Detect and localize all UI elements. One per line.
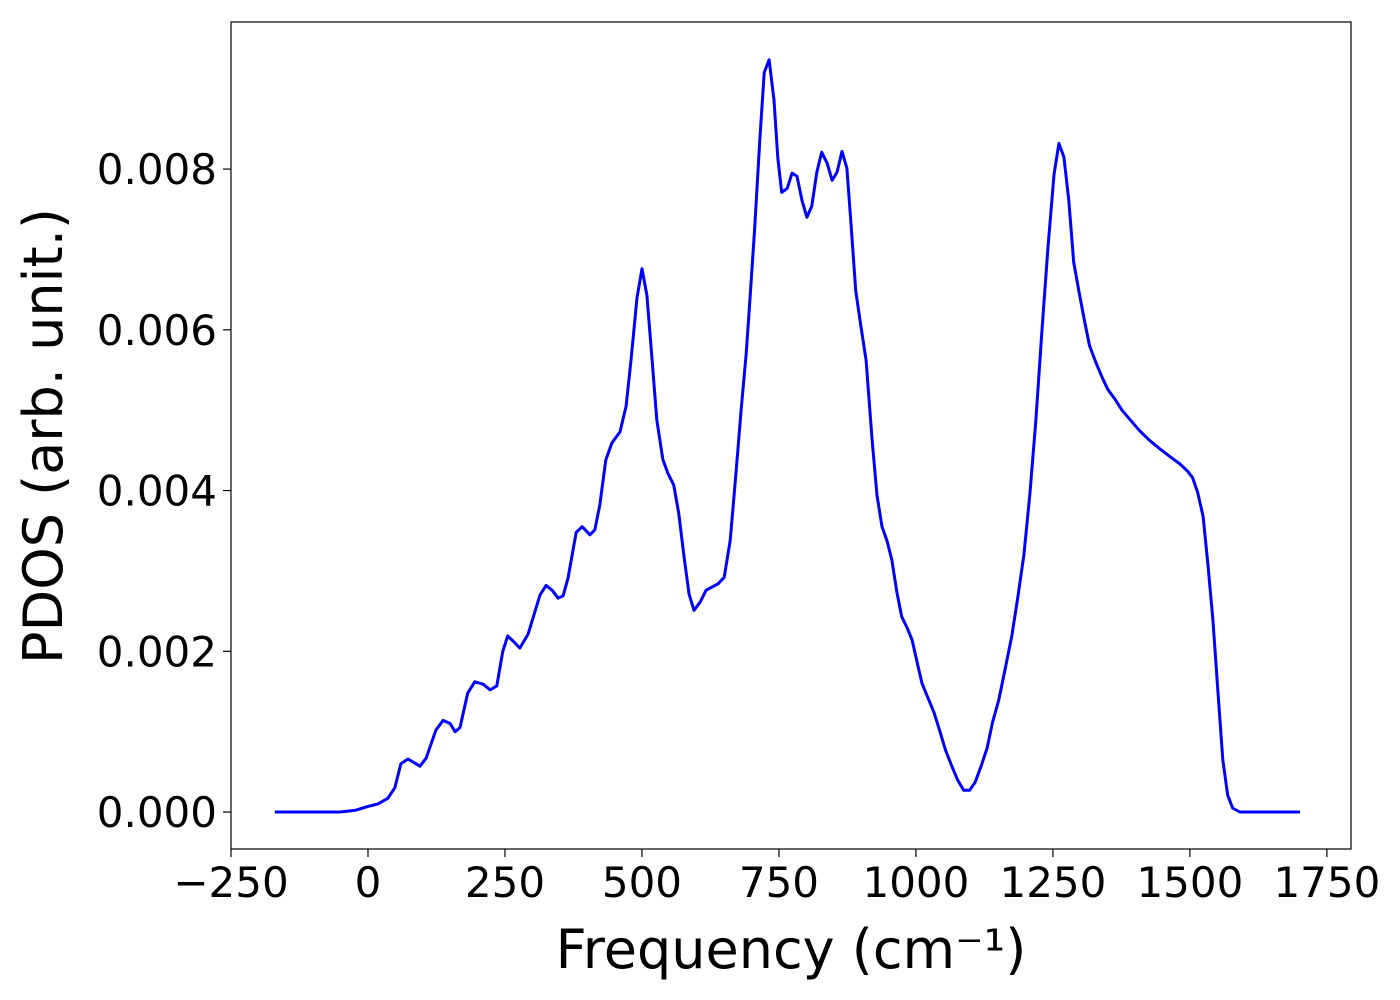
y-tick-label: 0.004 [97,467,217,516]
x-tick-label: 1000 [862,858,969,907]
x-tick-label: 0 [355,858,382,907]
x-tick-label: 500 [602,858,682,907]
data-line [274,58,1300,814]
plot-frame [230,21,1352,850]
x-tick-label: 750 [739,858,819,907]
y-tick-label: 0.008 [97,145,217,194]
y-tick-label: 0.006 [97,306,217,355]
y-tick-label: 0.000 [97,788,217,837]
x-tick-label: 1250 [999,858,1106,907]
x-axis-label: Frequency (cm⁻¹) [556,918,1027,981]
x-tick-label: 1750 [1273,858,1380,907]
x-tick-label: 250 [465,858,545,907]
x-tick-label: −250 [173,858,288,907]
y-tick-label: 0.002 [97,627,217,676]
x-tick-label: 1500 [1136,858,1243,907]
y-axis-label: PDOS (arb. unit.) [12,208,75,664]
